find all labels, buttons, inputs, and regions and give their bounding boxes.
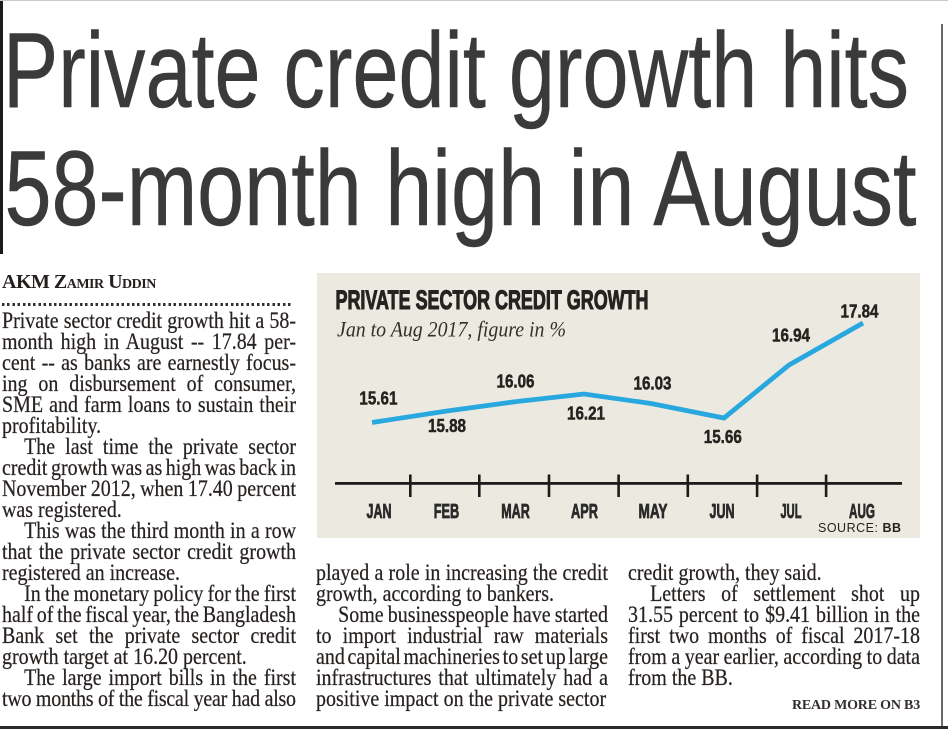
svg-text:AUG: AUG [849, 501, 875, 523]
svg-text:JUN: JUN [710, 501, 735, 523]
svg-text:PRIVATE SECTOR CREDIT GROWTH: PRIVATE SECTOR CREDIT GROWTH [336, 285, 649, 315]
svg-text:Private credit growth hits: Private credit growth hits [3, 10, 909, 130]
svg-text:MAR: MAR [501, 501, 530, 523]
svg-text:APR: APR [571, 501, 598, 523]
svg-text:15.88: 15.88 [428, 415, 466, 436]
svg-text:58-month high in August: 58-month high in August [5, 128, 917, 248]
svg-text:JAN: JAN [367, 501, 392, 523]
svg-text:15.66: 15.66 [704, 426, 742, 447]
svg-text:SOURCE: BB: SOURCE: BB [818, 521, 902, 535]
svg-text:MAY: MAY [639, 501, 668, 523]
svg-text:15.61: 15.61 [359, 388, 397, 409]
svg-text:JUL: JUL [781, 501, 802, 523]
svg-text:16.03: 16.03 [634, 372, 672, 393]
svg-text:Jan to Aug 2017, figure in %: Jan to Aug 2017, figure in % [337, 317, 566, 342]
svg-text:FEB: FEB [434, 501, 460, 523]
svg-text:16.06: 16.06 [497, 371, 535, 392]
svg-text:17.84: 17.84 [841, 301, 880, 322]
svg-text:16.21: 16.21 [567, 402, 605, 423]
svg-text:16.94: 16.94 [772, 325, 811, 346]
